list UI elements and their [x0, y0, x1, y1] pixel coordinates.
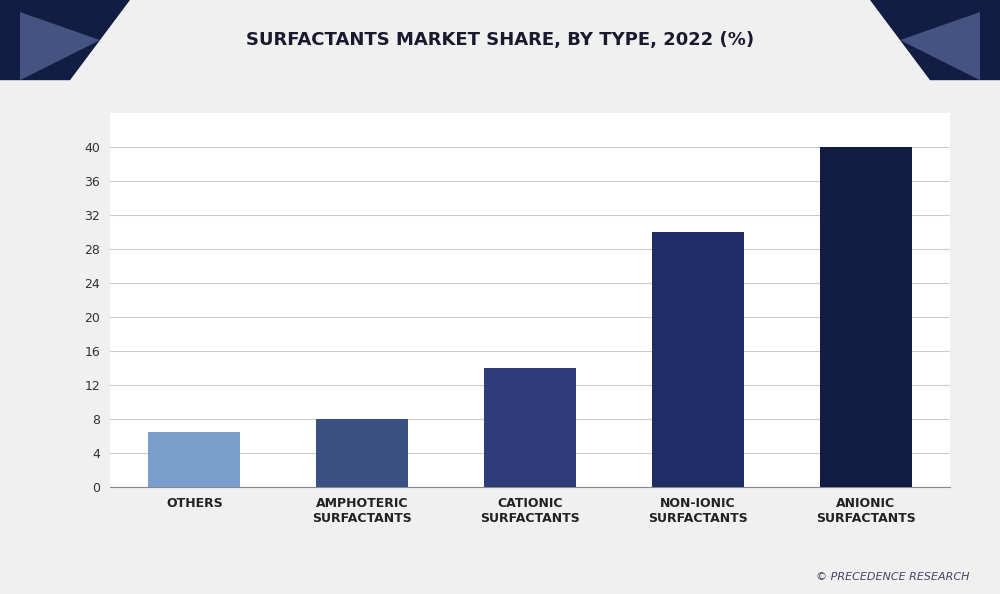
Bar: [652, 232, 744, 487]
Polygon shape: [900, 12, 980, 80]
Polygon shape: [20, 12, 100, 80]
Bar: [484, 368, 576, 487]
Text: © PRECEDENCE RESEARCH: © PRECEDENCE RESEARCH: [816, 572, 970, 582]
Polygon shape: [0, 0, 130, 80]
Polygon shape: [870, 0, 1000, 80]
Text: SURFACTANTS MARKET SHARE, BY TYPE, 2022 (%): SURFACTANTS MARKET SHARE, BY TYPE, 2022 …: [246, 31, 754, 49]
Bar: [316, 419, 408, 487]
Bar: [820, 147, 912, 487]
Bar: [148, 432, 240, 487]
